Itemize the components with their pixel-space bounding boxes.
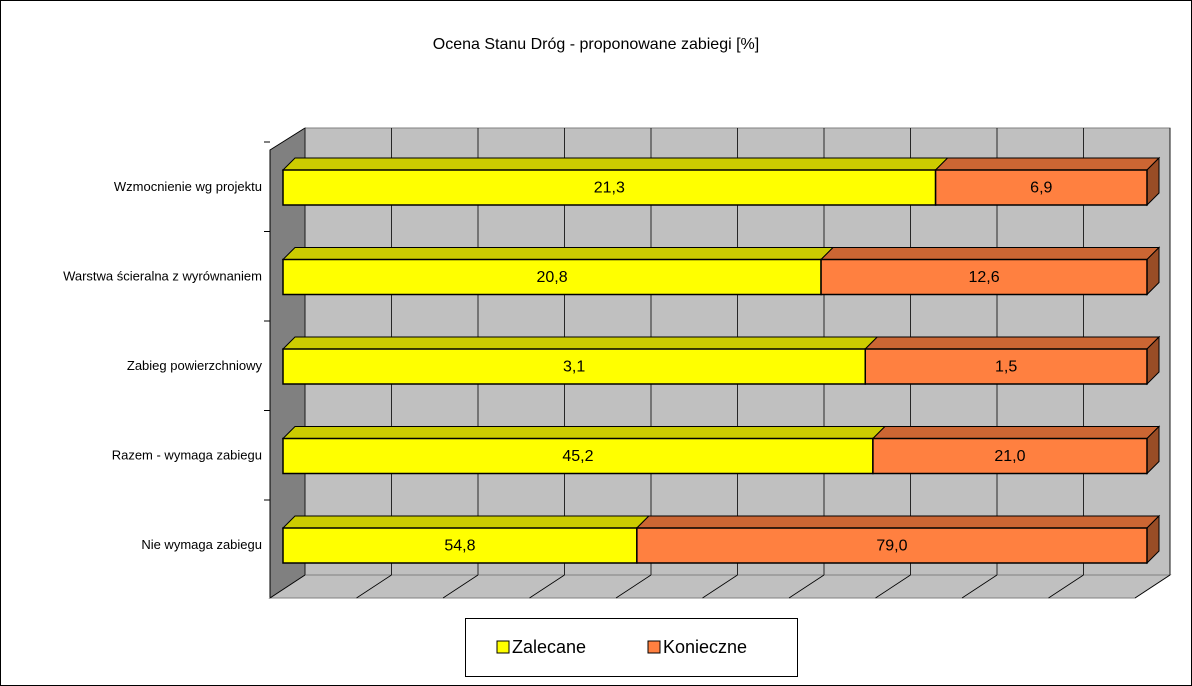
data-label: 3,1 bbox=[563, 359, 585, 376]
data-label: 21,3 bbox=[594, 180, 625, 197]
bar-top bbox=[819, 247, 1161, 260]
bar-top bbox=[934, 157, 1161, 171]
y-tick-label: Nie wymaga zabiegu bbox=[141, 537, 262, 552]
bar bbox=[282, 348, 867, 385]
bar-top bbox=[635, 515, 1161, 529]
bar bbox=[282, 258, 822, 296]
y-tick-label: Zabieg powierzchniowy bbox=[127, 358, 263, 373]
bar-top bbox=[281, 515, 651, 529]
bar-top bbox=[864, 336, 1161, 350]
data-label: 20,8 bbox=[536, 269, 567, 286]
floor-grid-line bbox=[615, 574, 652, 599]
data-label: 1,5 bbox=[995, 359, 1017, 376]
floor-grid-line bbox=[529, 574, 565, 599]
floor-grid-line bbox=[356, 574, 392, 599]
y-tick-label: Razem - wymaga zabiegu bbox=[112, 447, 262, 462]
bar bbox=[934, 169, 1148, 206]
data-label: 21,0 bbox=[994, 448, 1025, 465]
data-label: 79,0 bbox=[876, 538, 907, 555]
floor-grid-line bbox=[442, 574, 479, 599]
bar bbox=[820, 258, 1148, 296]
bar-top bbox=[281, 247, 835, 260]
y-tick-label: Warstwa ścieralna z wyrównaniem bbox=[63, 268, 262, 283]
data-label: 6,9 bbox=[1030, 180, 1052, 197]
data-label: 54,8 bbox=[444, 538, 475, 555]
y-tick-label: Wzmocnienie wg projektu bbox=[114, 179, 262, 194]
bar-top bbox=[281, 336, 879, 350]
floor-grid-line bbox=[961, 574, 998, 599]
floor-grid-line bbox=[702, 574, 738, 599]
bar-top bbox=[871, 426, 1161, 439]
bar bbox=[636, 527, 1148, 564]
bar bbox=[282, 527, 638, 564]
floor-grid-line bbox=[1048, 574, 1084, 599]
legend-swatch bbox=[496, 640, 510, 654]
bar bbox=[864, 348, 1148, 385]
legend-label: Konieczne bbox=[663, 637, 747, 657]
bar bbox=[282, 437, 874, 475]
floor-grid-line bbox=[269, 574, 306, 599]
data-label: 12,6 bbox=[968, 269, 999, 286]
bar-top bbox=[281, 426, 887, 439]
chart-title: Ocena Stanu Dróg - proponowane zabiegi [… bbox=[433, 36, 759, 53]
legend-swatch bbox=[647, 640, 661, 654]
legend-box bbox=[465, 618, 798, 677]
legend-label: Zalecane bbox=[512, 637, 586, 657]
floor-grid-line bbox=[875, 574, 911, 599]
bar-top bbox=[281, 157, 949, 171]
bar bbox=[872, 437, 1148, 475]
floor-grid-line bbox=[788, 574, 825, 599]
data-label: 45,2 bbox=[562, 448, 593, 465]
floor-grid-line bbox=[1134, 574, 1171, 599]
